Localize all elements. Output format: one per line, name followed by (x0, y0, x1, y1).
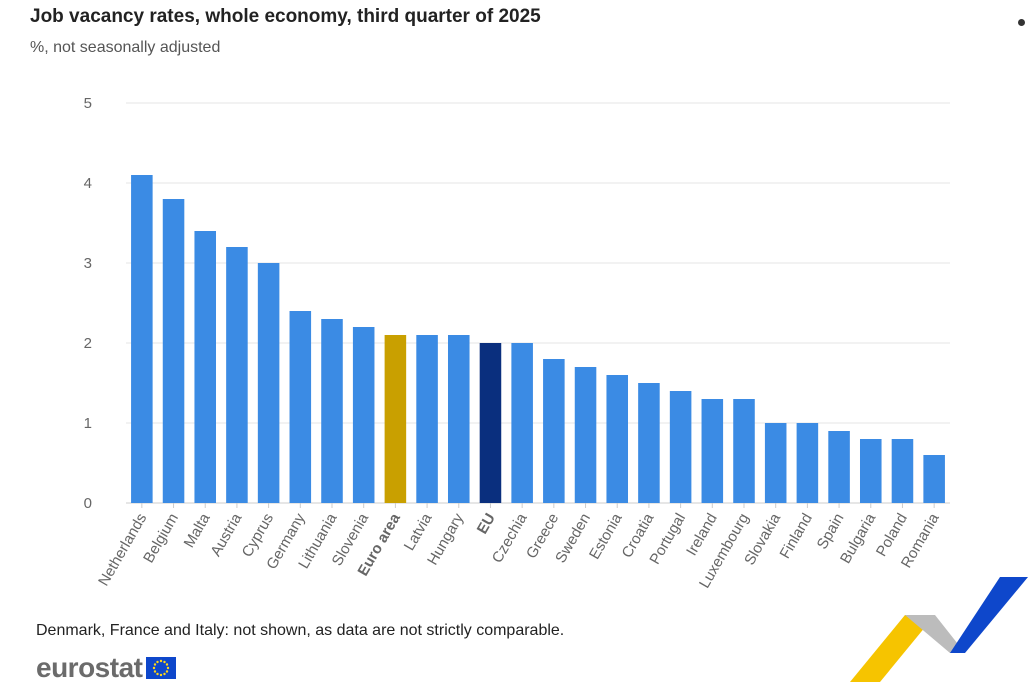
bar-eu[interactable] (479, 343, 502, 503)
bar-slovakia[interactable] (764, 423, 787, 503)
logo-text: eurostat (36, 652, 143, 683)
bar-netherlands[interactable] (131, 175, 153, 503)
bar-malta[interactable] (194, 231, 217, 503)
bar-chart: 012345NetherlandsBelgiumMaltaAustriaCypr… (84, 95, 950, 591)
x-tick-label: Malta (181, 510, 214, 551)
x-tick-label: Estonia (586, 510, 626, 562)
bar-romania[interactable] (923, 455, 945, 503)
y-tick-label: 1 (84, 415, 92, 432)
bar-estonia[interactable] (606, 375, 629, 503)
footnote: Denmark, France and Italy: not shown, as… (36, 622, 565, 639)
bar-czechia[interactable] (511, 343, 533, 503)
bar-spain[interactable] (828, 431, 850, 503)
eurostat-logo[interactable]: eurostat (36, 652, 177, 684)
bar-ireland[interactable] (701, 399, 724, 503)
bar-bulgaria[interactable] (859, 439, 882, 503)
menu-dot-icon[interactable] (1018, 19, 1025, 26)
y-tick-label: 2 (84, 335, 92, 352)
bar-lithuania[interactable] (321, 319, 343, 503)
bar-austria[interactable] (226, 247, 248, 503)
chart-subtitle: %, not seasonally adjusted (30, 39, 221, 56)
bar-cyprus[interactable] (257, 263, 280, 503)
y-tick-label: 5 (84, 95, 92, 112)
y-tick-label: 4 (84, 175, 92, 192)
bar-greece[interactable] (543, 359, 565, 503)
chart-title: Job vacancy rates, whole economy, third … (30, 6, 541, 27)
y-tick-label: 3 (84, 255, 92, 272)
bar-croatia[interactable] (638, 383, 660, 503)
bar-sweden[interactable] (574, 367, 597, 503)
eu-flag-icon (146, 657, 177, 679)
y-tick-label: 0 (84, 495, 92, 512)
decorative-chevron-icon (850, 577, 1028, 682)
bar-germany[interactable] (289, 311, 312, 503)
x-tick-label: EU (474, 511, 499, 538)
bar-luxembourg[interactable] (733, 399, 755, 503)
x-tick-label: Netherlands (95, 511, 150, 590)
bar-poland[interactable] (891, 439, 914, 503)
x-tick-label: Spain (814, 511, 848, 553)
bar-euro-area[interactable] (384, 335, 407, 503)
bar-latvia[interactable] (416, 335, 438, 503)
bar-belgium[interactable] (162, 199, 185, 503)
bar-portugal[interactable] (669, 391, 692, 503)
bar-finland[interactable] (796, 423, 819, 503)
bar-hungary[interactable] (447, 335, 470, 503)
bar-slovenia[interactable] (352, 327, 375, 503)
